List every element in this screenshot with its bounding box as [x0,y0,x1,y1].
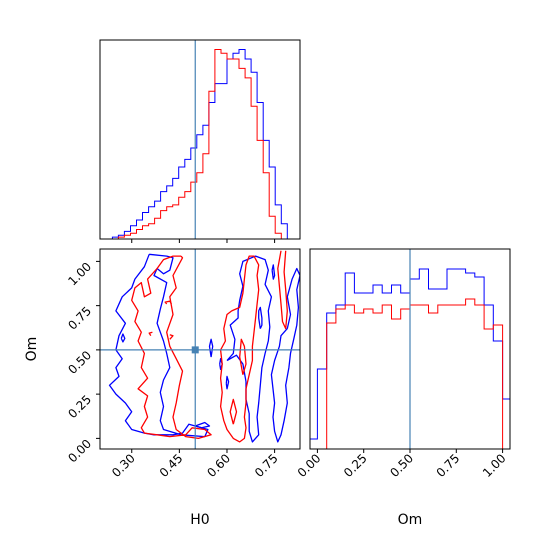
x-tick-label: 0.50 [387,451,416,480]
red-contour-line [164,300,172,305]
h0-axis-label: H0 [190,512,209,528]
om-axis-label: Om [398,512,423,528]
red-contour-line [169,334,174,340]
h0-om-contour-panel: 0.30 0.45 0.60 0.75 0.00 0.25 0.50 0.75 1.00 [65,248,301,480]
red-contour-line [148,331,153,337]
x-tick-label: 0.25 [341,451,370,480]
red-om-histogram-line [310,298,510,449]
blue-contour-line [258,306,263,329]
x-tick-label: 0.00 [295,451,324,480]
blue-contour-line [270,267,300,443]
y-tick-label: 0.50 [65,348,94,377]
red-contour-line [131,255,212,440]
blue-contour-line [226,255,273,443]
red-h0-histogram-line [106,49,300,239]
blue-contour-line [120,333,126,343]
contour-frame [99,248,301,450]
y-tick-label: 0.75 [65,304,94,333]
x-tick-label: 0.60 [204,451,233,480]
red-contour-line [277,250,288,330]
y-tick-label: 0.25 [65,392,94,421]
blue-contour-line [208,338,214,358]
om-y-axis-label: Om [24,337,40,362]
om-histogram-panel: 0.00 0.25 0.50 0.75 1.00 [295,248,511,480]
blue-h0-histogram-line [106,49,300,239]
blue-contour-line [194,421,211,429]
x-tick-label: 0.30 [109,451,138,480]
blue-contour-line [225,375,230,390]
blue-contour-line [108,253,209,438]
x-tick-label: 1.00 [480,451,509,480]
red-contour-line [239,338,247,375]
axis-labels: H0 Om Om [24,337,422,528]
red-contour-line [219,255,260,443]
x-tick-label: 0.45 [157,451,186,480]
truth-marker [191,346,199,354]
y-tick-label: 0.00 [65,437,94,466]
x-tick-label: 0.75 [252,451,281,480]
blue-contour-line [271,264,276,280]
y-tick-label: 1.00 [65,260,94,289]
x-tick-label: 0.75 [434,451,463,480]
h0-histogram-panel [99,39,301,243]
red-contour-line [229,398,238,425]
h0-histogram-frame [99,39,301,240]
